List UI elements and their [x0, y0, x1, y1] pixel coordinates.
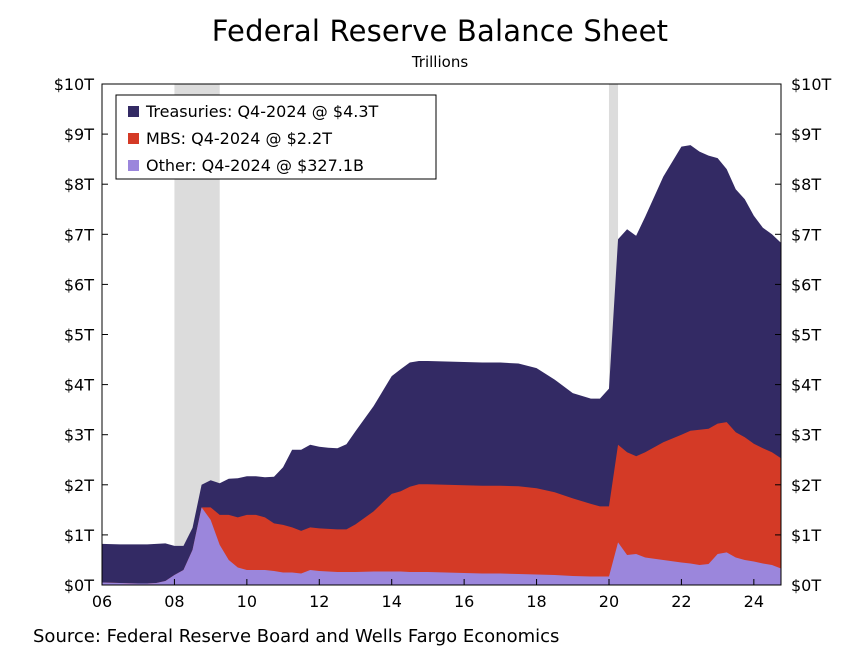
legend-swatch [128, 106, 139, 117]
x-tick-label: 10 [237, 592, 257, 611]
y-tick-label-right: $8T [791, 175, 821, 194]
y-tick-label-left: $5T [64, 326, 94, 345]
y-tick-label-left: $1T [64, 526, 94, 545]
legend-swatch [128, 133, 139, 144]
chart-subtitle: Trillions [411, 53, 469, 71]
legend-box [115, 94, 437, 180]
y-axis-left: $0T $1T $2T $3T $4T $5T $6T $7T $8T $9T $10T [54, 75, 108, 595]
y-tick-label-right: $6T [791, 275, 821, 294]
series-areas-group [102, 145, 781, 585]
y-tick-label-left: $10T [54, 75, 95, 94]
series-area-other [102, 507, 781, 585]
y-tick-label-right: $2T [791, 476, 821, 495]
y-tick-label-left: $9T [64, 125, 94, 144]
series-area-treasuries [102, 145, 781, 585]
y-tick-label-right: $0T [791, 576, 821, 595]
y-tick-label-right: $7T [791, 225, 821, 244]
x-tick-label: 22 [671, 592, 691, 611]
x-tick-label: 20 [599, 592, 619, 611]
legend-swatch [128, 160, 139, 171]
y-tick-label-left: $8T [64, 175, 94, 194]
y-tick-label-left: $3T [64, 426, 94, 445]
x-tick-label: 08 [164, 592, 184, 611]
x-axis: 06 08 10 12 14 16 18 20 22 24 [92, 579, 764, 611]
x-tick-label: 06 [92, 592, 112, 611]
x-tick-label: 14 [382, 592, 402, 611]
y-tick-label-right: $4T [791, 376, 821, 395]
legend: Treasuries: Q4-2024 @ $4.3T MBS: Q4-2024 … [115, 94, 437, 180]
chart-title: Federal Reserve Balance Sheet [211, 14, 669, 48]
chart-source: Source: Federal Reserve Board and Wells … [33, 626, 560, 647]
y-tick-label-right: $9T [791, 125, 821, 144]
x-tick-label: 12 [309, 592, 329, 611]
x-tick-label: 18 [526, 592, 546, 611]
y-tick-label-left: $4T [64, 376, 94, 395]
y-tick-label-left: $7T [64, 225, 94, 244]
legend-label: MBS: Q4-2024 @ $2.2T [146, 129, 332, 148]
y-tick-label-right: $1T [791, 526, 821, 545]
y-tick-label-left: $0T [64, 576, 94, 595]
y-tick-label-right: $3T [791, 426, 821, 445]
y-tick-label-left: $2T [64, 476, 94, 495]
y-tick-label-right: $10T [791, 75, 832, 94]
y-axis-right: $0T $1T $2T $3T $4T $5T $6T $7T $8T $9T $10T [775, 75, 832, 595]
legend-label: Treasuries: Q4-2024 @ $4.3T [145, 102, 379, 121]
y-tick-label-right: $5T [791, 326, 821, 345]
x-tick-label: 16 [454, 592, 474, 611]
series-area-mbs [102, 422, 781, 585]
x-tick-label: 24 [744, 592, 764, 611]
legend-label: Other: Q4-2024 @ $327.1B [146, 156, 364, 175]
y-tick-label-left: $6T [64, 275, 94, 294]
